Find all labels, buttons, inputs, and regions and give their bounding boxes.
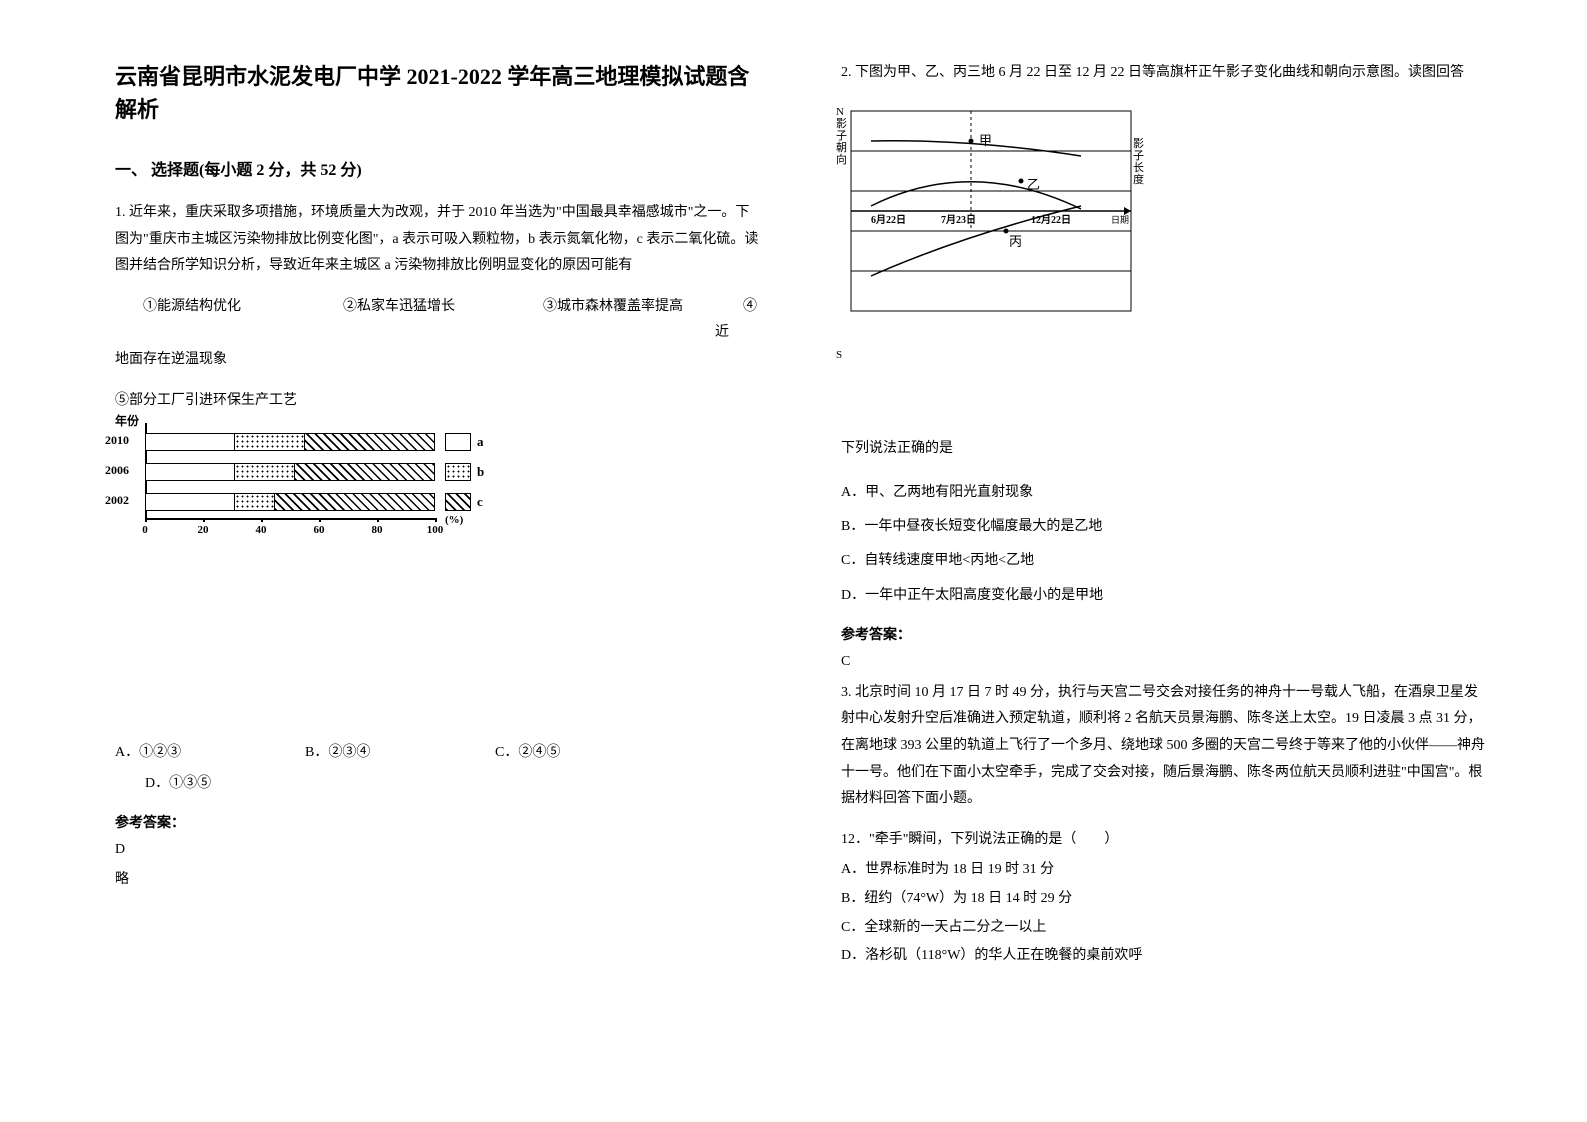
svg-text:日期: 日期: [1111, 215, 1129, 225]
q1-choice-b: B．②③④: [305, 738, 495, 769]
q2-opt-d: D．一年中正午太阳高度变化最小的是甲地: [841, 580, 1487, 612]
bar-row-2010: [145, 433, 435, 451]
diagram-right-label: 影子长度: [1133, 138, 1145, 186]
q2-prompt: 下列说法正确的是: [841, 436, 1487, 463]
year-2010: 2010: [105, 433, 129, 448]
q1-opt1: ①能源结构优化: [115, 294, 315, 347]
q3-stem: 3. 北京时间 10 月 17 日 7 时 49 分，执行与天宫二号交会对接任务…: [841, 680, 1487, 813]
seg-c: [275, 494, 434, 510]
q3-opt-a: A．世界标准时为 18 日 19 时 31 分: [841, 857, 1487, 884]
q1-opt2: ②私家车迅猛增长: [315, 294, 515, 347]
legend-b-box: [445, 463, 471, 481]
x-axis: [145, 518, 435, 520]
diagram-s-label: S: [836, 349, 1482, 361]
q3-options: A．世界标准时为 18 日 19 时 31 分 B．纽约（74°W）为 18 日…: [841, 857, 1487, 969]
q3-sub: 12．"牵手"瞬间，下列说法正确的是（ ）: [841, 827, 1487, 854]
tick-0: 0: [142, 524, 148, 536]
label-jia: 甲: [979, 133, 992, 148]
q1-answer-label: 参考答案：: [115, 812, 761, 832]
q1-note: 略: [115, 868, 761, 888]
legend-c: c: [477, 494, 483, 510]
seg-b: [235, 464, 295, 480]
legend-b: b: [477, 464, 484, 480]
q2-opt-b: B．一年中昼夜长短变化幅度最大的是乙地: [841, 511, 1487, 543]
q1-choice-a: A．①②③: [115, 738, 305, 769]
tick-60: 60: [314, 524, 325, 536]
diagram-left-label: N影子朝向: [836, 106, 848, 166]
q2-opt-c: C．自转线速度甲地<丙地<乙地: [841, 545, 1487, 577]
q3-opt-d: D．洛杉矶（118°W）的华人正在晚餐的桌前欢呼: [841, 943, 1487, 970]
q1-stem: 1. 近年来，重庆采取多项措施，环境质量大为改观，并于 2010 年当选为"中国…: [115, 200, 761, 280]
seg-a: [146, 494, 235, 510]
label-622: 6月22日: [871, 214, 906, 226]
legend-a-box: [445, 433, 471, 451]
right-column: 2. 下图为甲、乙、丙三地 6 月 22 日至 12 月 22 日等高旗杆正午影…: [801, 60, 1507, 1082]
section-heading: 一、 选择题(每小题 2 分，共 52 分): [115, 156, 761, 180]
q1-choice-c: C．②④⑤: [495, 738, 685, 769]
seg-c: [305, 434, 434, 450]
year-2002: 2002: [105, 493, 129, 508]
label-1222: 12月22日: [1031, 214, 1071, 226]
seg-a: [146, 464, 235, 480]
tick-40: 40: [256, 524, 267, 536]
q2-answer-label: 参考答案：: [841, 624, 1487, 644]
tick-100: 100: [427, 524, 444, 536]
seg-b: [235, 434, 305, 450]
q1-opt3: ③城市森林覆盖率提高: [515, 294, 715, 347]
bar-row-2002: [145, 493, 435, 511]
seg-a: [146, 434, 235, 450]
q1-opt4-prefix: ④近: [715, 294, 761, 347]
q1-opts-row1: ①能源结构优化 ②私家车迅猛增长 ③城市森林覆盖率提高 ④近: [115, 294, 761, 347]
q1-opt5: ⑤部分工厂引进环保生产工艺: [115, 388, 761, 415]
page-title: 云南省昆明市水泥发电厂中学 2021-2022 学年高三地理模拟试题含解析: [115, 60, 761, 126]
tick-20: 20: [198, 524, 209, 536]
q1-opt4-wrap: 地面存在逆温现象: [115, 347, 761, 374]
q1-answer: D: [115, 842, 761, 858]
q2-opt-a: A．甲、乙两地有阳光直射现象: [841, 477, 1487, 509]
seg-b: [235, 494, 275, 510]
label-723: 7月23日: [941, 214, 976, 226]
legend-a: a: [477, 434, 484, 450]
q1-bar-chart: 年份 2010 2006 2002: [115, 428, 761, 538]
legend-c-box: [445, 493, 471, 511]
label-yi: 乙: [1027, 177, 1040, 192]
q1-choices: A．①②③ B．②③④ C．②④⑤ D．①③⑤: [115, 738, 761, 800]
q3-opt-b: B．纽约（74°W）为 18 日 14 时 29 分: [841, 886, 1487, 913]
chart-axis-title: 年份: [115, 412, 139, 429]
label-bing: 丙: [1009, 234, 1022, 249]
q2-diagram: 甲 乙 丙 6月22日 7月23日 12月22日 日期 N影子朝向 影子长度 S: [841, 101, 1487, 447]
q2-answer: C: [841, 654, 1487, 670]
year-2006: 2006: [105, 463, 129, 478]
q1-choice-d: D．①③⑤: [145, 776, 211, 791]
seg-c: [295, 464, 434, 480]
bar-row-2006: [145, 463, 435, 481]
tick-80: 80: [372, 524, 383, 536]
axis-unit: (%): [445, 514, 463, 526]
q3-opt-c: C．全球新的一天占二分之一以上: [841, 915, 1487, 942]
q2-options: A．甲、乙两地有阳光直射现象 B．一年中昼夜长短变化幅度最大的是乙地 C．自转线…: [841, 477, 1487, 612]
left-column: 云南省昆明市水泥发电厂中学 2021-2022 学年高三地理模拟试题含解析 一、…: [95, 60, 801, 1082]
q2-stem: 2. 下图为甲、乙、丙三地 6 月 22 日至 12 月 22 日等高旗杆正午影…: [841, 60, 1487, 87]
